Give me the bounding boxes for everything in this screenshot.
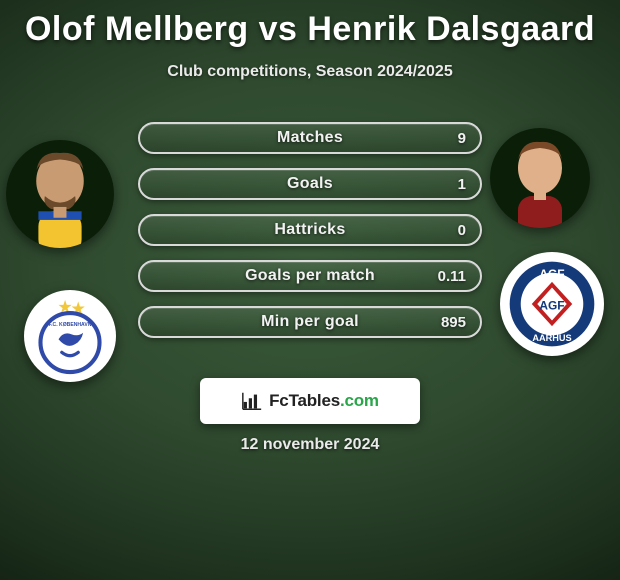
brand-text: FcTables.com — [269, 391, 379, 411]
stat-value: 895 — [441, 308, 466, 336]
stat-row-hattricks: Hattricks 0 — [138, 214, 482, 246]
player2-avatar-svg — [490, 128, 590, 228]
player2-avatar — [490, 128, 590, 228]
stats-container: Matches 9 Goals 1 Hattricks 0 Goals per … — [138, 122, 482, 352]
player2-club-badge: AGF AARHUS AGF — [500, 252, 604, 356]
player1-club-text: F.C. KØBENHAVN — [49, 322, 92, 328]
stat-label: Hattricks — [140, 216, 480, 244]
brand-box[interactable]: FcTables.com — [200, 378, 420, 424]
bar-chart-icon — [241, 390, 263, 412]
stat-row-matches: Matches 9 — [138, 122, 482, 154]
subtitle: Club competitions, Season 2024/2025 — [0, 63, 620, 81]
stat-value: 0 — [458, 216, 466, 244]
player1-avatar — [6, 140, 114, 248]
stat-row-goals: Goals 1 — [138, 168, 482, 200]
stat-label: Goals per match — [140, 262, 480, 290]
stat-value: 0.11 — [438, 262, 466, 290]
player2-club-text-top: AGF — [539, 267, 564, 281]
svg-text:AGF: AGF — [539, 299, 564, 313]
player1-club-badge: F.C. KØBENHAVN — [24, 290, 116, 382]
player2-club-logo: AGF AARHUS AGF — [506, 258, 598, 350]
player1-avatar-svg — [6, 140, 114, 248]
stat-row-gpm: Goals per match 0.11 — [138, 260, 482, 292]
stat-label: Matches — [140, 124, 480, 152]
stat-label: Min per goal — [140, 308, 480, 336]
player1-club-logo: F.C. KØBENHAVN — [29, 295, 111, 377]
date-text: 12 november 2024 — [0, 436, 620, 454]
player2-club-text-bottom: AARHUS — [532, 333, 571, 343]
stat-value: 1 — [458, 170, 466, 198]
page-title: Olof Mellberg vs Henrik Dalsgaard — [0, 0, 620, 49]
stat-row-mpg: Min per goal 895 — [138, 306, 482, 338]
stat-value: 9 — [458, 124, 466, 152]
stat-label: Goals — [140, 170, 480, 198]
